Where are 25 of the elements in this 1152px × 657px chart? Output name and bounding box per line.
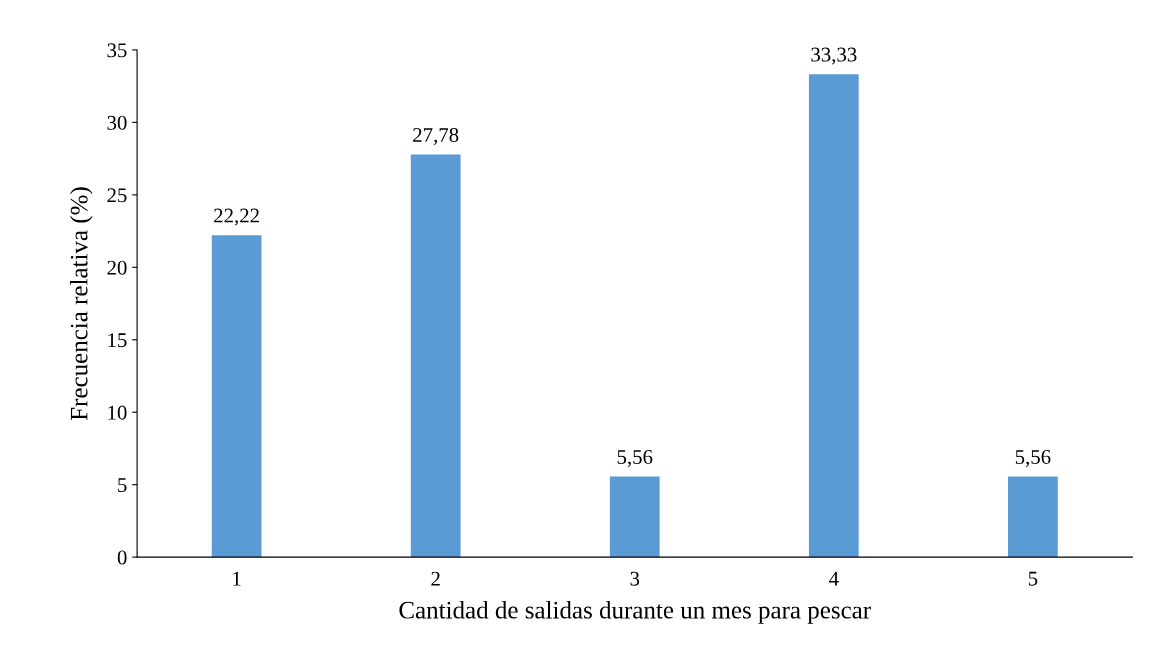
x-tick-label: 4	[829, 571, 839, 586]
bar	[808, 74, 859, 558]
bar	[410, 154, 461, 558]
y-tick-label: 0	[117, 550, 127, 565]
y-tick-label: 30	[107, 115, 127, 130]
x-tick-label: 5	[1028, 571, 1038, 586]
x-tick-label: 1	[233, 571, 241, 586]
data-label: 33,33	[811, 47, 857, 65]
y-tick-label: 25	[107, 188, 127, 203]
bar	[609, 476, 660, 558]
bar	[1008, 476, 1058, 558]
y-tick-label: 15	[108, 333, 127, 348]
y-axis-title: Frecuencia relativa (%)	[69, 187, 93, 421]
y-tick-label: 10	[108, 405, 127, 420]
x-axis-title: Cantidad de salidas durante un mes para pescar	[399, 601, 871, 624]
data-label: 27,78	[413, 127, 459, 145]
y-tick-label: 20	[107, 260, 127, 275]
data-label: 22,22	[214, 208, 259, 226]
data-label: 5,56	[1015, 450, 1051, 467]
y-tick-label: 35	[107, 43, 127, 58]
x-tick-label: 2	[431, 571, 440, 586]
y-tick-label: 5	[118, 478, 127, 493]
data-label: 5,56	[617, 450, 653, 467]
x-tick-label: 3	[630, 571, 640, 586]
bar	[211, 235, 262, 558]
